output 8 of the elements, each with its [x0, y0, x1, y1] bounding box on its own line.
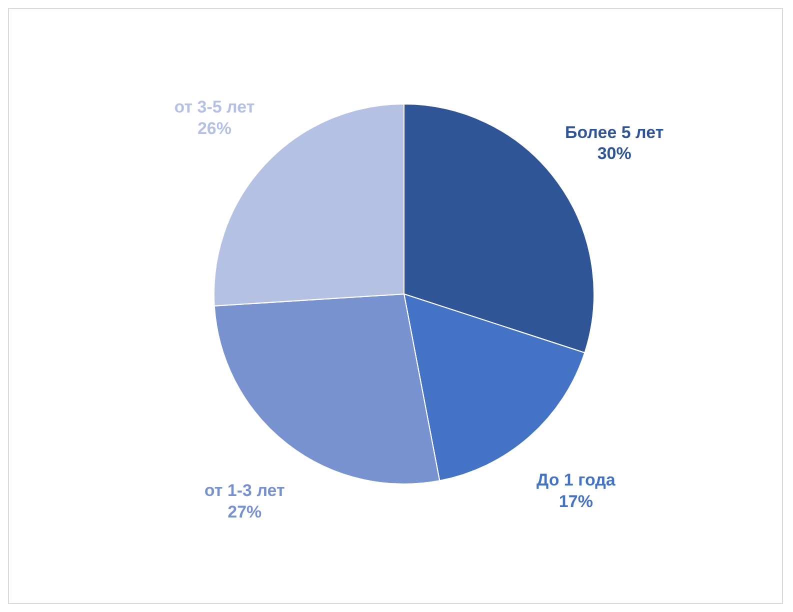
data-label: 27%	[228, 502, 262, 522]
data-label: 17%	[558, 492, 593, 511]
data-label: 30%	[597, 144, 632, 164]
slice-label: от 3-5 лет	[174, 98, 255, 117]
slice-label: от 1-3 лет	[204, 481, 285, 500]
slice-label: До 1 года	[536, 470, 616, 490]
data-label: 26%	[197, 118, 232, 138]
slice-label: Более 5 лет	[564, 122, 664, 142]
